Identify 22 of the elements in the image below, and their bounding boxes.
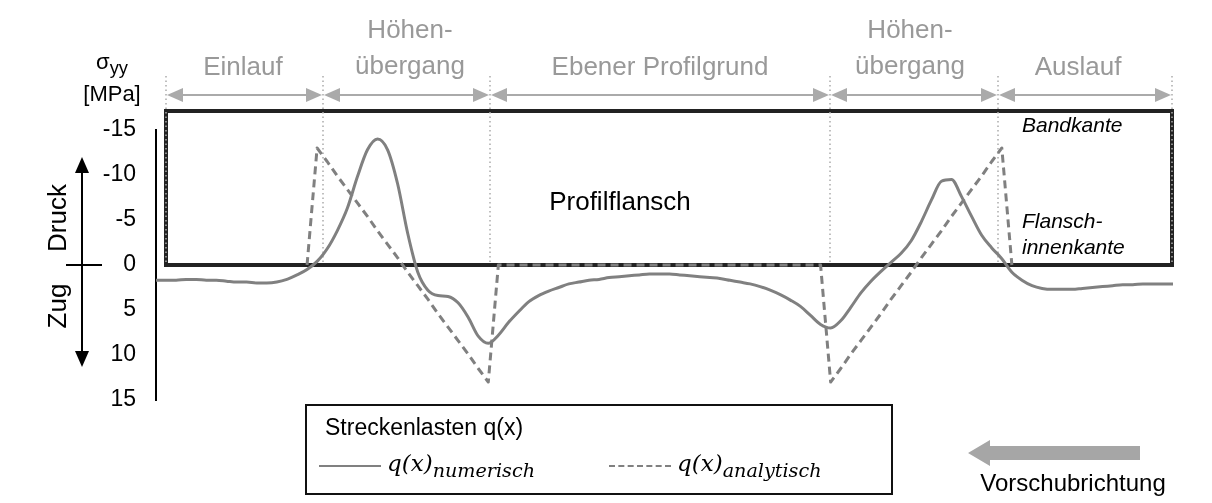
- y-tick-label: -15: [102, 115, 136, 142]
- y-tick-label: 0: [123, 250, 136, 277]
- legend-label: q(x)$_{analytisch}$: [677, 450, 822, 482]
- text: Einlauf: [203, 49, 283, 83]
- y-tick-label: -5: [115, 205, 136, 232]
- legend-title: Streckenlasten q(x): [325, 414, 524, 441]
- text: Höhen- übergang: [855, 13, 965, 83]
- y-tick-label: 5: [123, 295, 136, 322]
- annotation: Flansch- innenkante: [1022, 208, 1125, 261]
- y-tick-label: -10: [102, 160, 136, 187]
- y-tick-label: 15: [110, 385, 136, 412]
- annotation: Bandkante: [1022, 112, 1123, 138]
- text: Höhen- übergang: [355, 13, 465, 83]
- legend-label: q(x)$_{numerisch}$: [387, 450, 535, 482]
- text: Vorschubrichtung: [980, 468, 1166, 499]
- text: Ebener Profilgrund: [551, 49, 769, 83]
- text: Druck: [40, 184, 73, 252]
- text: Zug: [40, 283, 73, 329]
- y-tick-label: 10: [110, 340, 136, 367]
- text: Auslauf: [1034, 49, 1122, 83]
- annotation: Profilflansch: [549, 184, 691, 218]
- y-axis-title: σ$_{yy}$ [MPa]: [83, 48, 141, 108]
